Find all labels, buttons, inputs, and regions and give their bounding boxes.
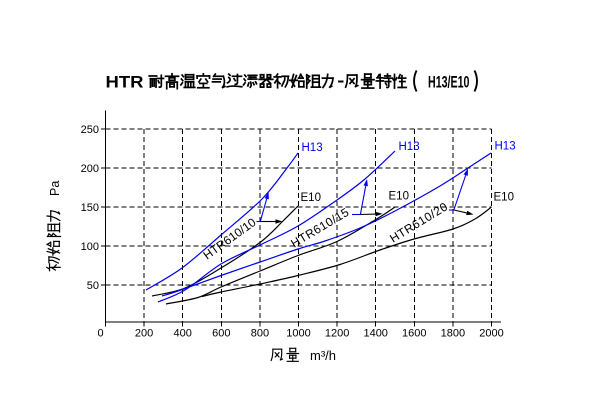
- svg-text:HTR610/20: HTR610/20: [387, 199, 450, 245]
- svg-text:200: 200: [81, 163, 99, 175]
- svg-text:1800: 1800: [441, 328, 465, 340]
- svg-text:1200: 1200: [325, 328, 349, 340]
- svg-text:Pa: Pa: [48, 181, 62, 196]
- svg-text:m³/h: m³/h: [310, 348, 336, 363]
- svg-text:800: 800: [251, 328, 269, 340]
- svg-text:0: 0: [97, 328, 103, 340]
- svg-text:H13/E10: H13/E10: [428, 72, 470, 91]
- svg-text:HTR: HTR: [106, 72, 144, 91]
- svg-text:200: 200: [135, 328, 153, 340]
- svg-text:H13: H13: [495, 141, 516, 153]
- svg-text:50: 50: [87, 280, 99, 292]
- svg-text:150: 150: [81, 202, 99, 214]
- svg-text:E10: E10: [494, 192, 514, 204]
- svg-text:1000: 1000: [286, 328, 310, 340]
- svg-text:HTR610/10: HTR610/10: [201, 215, 259, 262]
- svg-text:2000: 2000: [479, 328, 503, 340]
- svg-text:400: 400: [174, 328, 192, 340]
- svg-text:E10: E10: [389, 191, 409, 203]
- svg-text:H13: H13: [399, 141, 420, 153]
- svg-text:100: 100: [81, 241, 99, 253]
- svg-text:250: 250: [81, 124, 99, 136]
- svg-text:H13: H13: [302, 142, 323, 154]
- svg-text:600: 600: [212, 328, 230, 340]
- svg-text:1600: 1600: [402, 328, 426, 340]
- svg-text:1400: 1400: [363, 328, 387, 340]
- svg-text:E10: E10: [301, 192, 321, 204]
